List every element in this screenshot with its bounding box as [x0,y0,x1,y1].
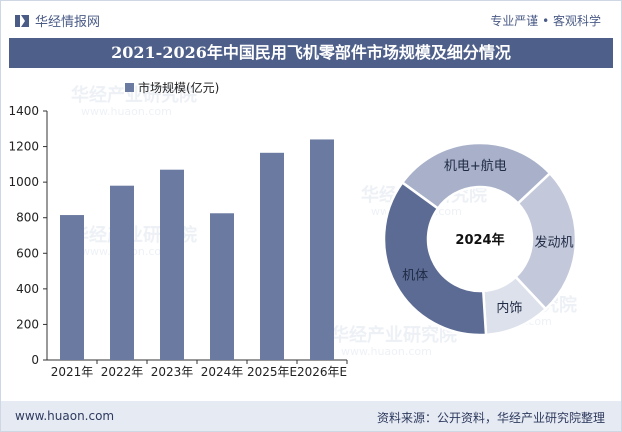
donut-slice-label: 发动机 [534,234,573,250]
footer: www.huaon.com 资料来源：公开资料，华经产业研究院整理 [1,401,621,431]
donut-slice [382,180,488,337]
watermark-url: www.huaon.com [341,345,432,358]
brand-name: 华经情报网 [35,15,101,30]
x-tick-label: 2021年 [51,365,94,379]
legend-swatch [125,83,134,92]
bar [60,215,84,360]
donut-slice [513,171,578,311]
bar [310,139,334,360]
y-tick-label: 1200 [8,140,39,154]
footer-source: 资料来源：公开资料，华经产业研究院整理 [376,411,605,425]
x-tick-label: 2026年E [297,365,347,379]
chart-title: 2021-2026年中国民用飞机零部件市场规模及细分情况 [9,38,613,68]
x-tick-label: 2023年 [151,365,194,379]
donut-slice-label: 机电+航电 [444,158,507,174]
watermark-text: 华经产业研究院 [71,84,197,106]
huajing-logo-icon [15,14,29,27]
watermark-text: 华经产业研究院 [331,324,457,346]
watermark-url: www.huaon.com [81,105,172,118]
bar [210,213,234,360]
x-tick-label: 2024年 [201,365,244,379]
donut-slice-label: 内饰 [496,300,522,316]
bar-chart: 0 200 400 600 800 1000 1200 1400 市场规模(亿元) 2021年 20… [8,80,348,379]
donut-slice-label: 机体 [402,269,428,284]
y-tick-label: 1400 [8,104,39,118]
legend-label: 市场规模(亿元) [138,80,219,95]
y-tick-label: 1000 [8,175,39,189]
chart-area: 华经产业研究院www.huaon.com华经产业研究院www.huaon.com… [8,80,578,379]
donut-slice [400,141,552,211]
donut-center-label: 2024年 [455,232,504,248]
y-tick-label: 200 [16,317,39,331]
brand[interactable]: 华经情报网 [15,11,100,30]
bar [160,169,184,360]
y-tick-label: 600 [16,246,39,260]
y-tick-label: 800 [16,211,39,225]
x-tick-label: 2025年E [247,365,297,379]
y-tick-label: 0 [31,353,39,367]
footer-website[interactable]: www.huaon.com [15,409,115,423]
y-tick-label: 400 [16,282,39,296]
x-tick-label: 2022年 [101,365,144,379]
bar [260,152,284,360]
tagline: 专业严谨 • 客观科学 [490,14,601,28]
top-bar: 华经情报网 专业严谨 • 客观科学 [1,1,621,37]
bar [110,185,134,360]
